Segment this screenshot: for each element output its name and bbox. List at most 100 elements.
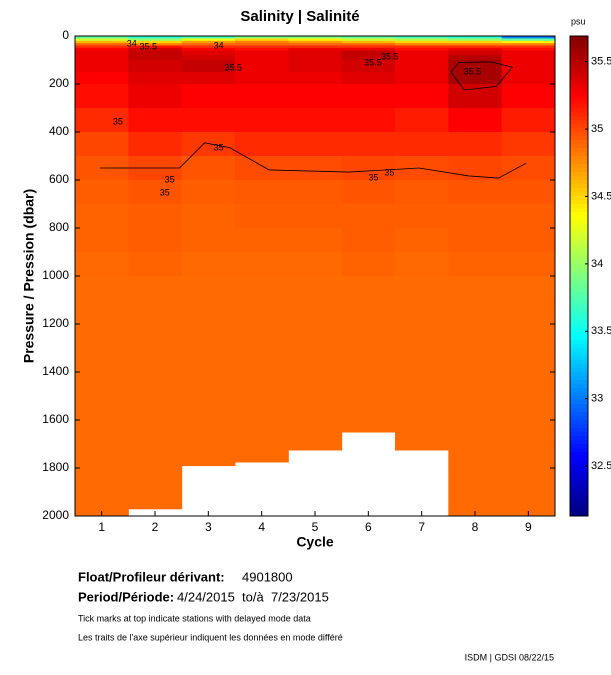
- contour-label: 35: [165, 174, 175, 184]
- cell: [288, 50, 343, 56]
- colorbar-swatch: [570, 128, 588, 133]
- cell: [235, 60, 289, 73]
- cell: [181, 40, 236, 44]
- colorbar-swatch: [570, 452, 588, 457]
- colorbar-swatch: [570, 100, 588, 105]
- cell: [395, 132, 449, 157]
- cell: [448, 55, 503, 61]
- colorbar-tick-label: 33.5: [591, 325, 611, 337]
- cell: [395, 84, 449, 109]
- cell: [181, 432, 236, 451]
- colorbar-swatch: [570, 488, 588, 493]
- cell: [448, 36, 503, 39]
- cell: [128, 84, 183, 109]
- colorbar-swatch: [570, 148, 588, 153]
- cell: [75, 36, 129, 39]
- float-id: 4901800: [242, 569, 293, 584]
- cell: [448, 43, 503, 47]
- colorbar-swatch: [570, 220, 588, 225]
- colorbar-swatch: [570, 316, 588, 321]
- colorbar-swatch: [570, 496, 588, 501]
- contour-label: 35.5: [381, 51, 399, 61]
- cell: [75, 132, 129, 157]
- colorbar-swatch: [570, 416, 588, 421]
- cell: [128, 48, 183, 51]
- cell: [448, 228, 503, 253]
- cell: [448, 252, 503, 277]
- cell: [395, 38, 449, 42]
- contour-label: 35.5: [224, 62, 242, 72]
- colorbar-swatch: [570, 512, 588, 517]
- colorbar-swatch: [570, 332, 588, 337]
- colorbar-swatch: [570, 396, 588, 401]
- cell: [235, 40, 289, 44]
- colorbar-swatch: [570, 268, 588, 273]
- colorbar-swatch: [570, 132, 588, 137]
- colorbar-swatch: [570, 280, 588, 285]
- cell: [181, 180, 236, 205]
- x-tick-label: 7: [418, 520, 425, 534]
- colorbar-swatch: [570, 72, 588, 77]
- cell: [128, 36, 183, 39]
- colorbar-swatch: [570, 348, 588, 353]
- cell: [395, 204, 449, 229]
- colorbar-swatch: [570, 428, 588, 433]
- colorbar-tick-label: 33: [591, 393, 603, 405]
- cell: [128, 204, 183, 229]
- cell: [75, 450, 129, 463]
- cell: [288, 252, 343, 277]
- x-axis-label: Cycle: [296, 534, 334, 550]
- contour-label: 35: [368, 172, 378, 182]
- cell: [75, 465, 129, 510]
- cell: [501, 450, 556, 463]
- colorbar-swatch: [570, 312, 588, 317]
- cell: [235, 84, 289, 109]
- cell: [181, 50, 236, 56]
- colorbar-swatch: [570, 144, 588, 149]
- y-tick-label: 1000: [42, 268, 69, 282]
- colorbar-swatch: [570, 168, 588, 173]
- colorbar-swatch: [570, 480, 588, 485]
- cell: [501, 462, 556, 467]
- cell: [341, 156, 396, 181]
- cell: [341, 48, 396, 51]
- y-tick-label: 1200: [42, 316, 69, 330]
- colorbar-swatch: [570, 256, 588, 261]
- colorbar-swatch: [570, 232, 588, 237]
- cell: [448, 204, 503, 229]
- cell: [128, 60, 183, 73]
- colorbar-swatch: [570, 476, 588, 481]
- cell: [288, 228, 343, 253]
- cell: [235, 432, 289, 451]
- cell: [235, 108, 289, 133]
- cell: [288, 55, 343, 61]
- colorbar-swatch: [570, 176, 588, 181]
- colorbar-swatch: [570, 156, 588, 161]
- cell: [288, 276, 343, 433]
- cell: [501, 60, 556, 73]
- cell: [288, 180, 343, 205]
- x-tick-label: 2: [152, 520, 159, 534]
- cell: [235, 132, 289, 157]
- note: Tick marks at top indicate stations with…: [78, 613, 311, 623]
- cell: [341, 55, 396, 61]
- colorbar-swatch: [570, 472, 588, 477]
- cell: [341, 50, 396, 56]
- cell: [128, 72, 183, 85]
- x-tick-label: 9: [525, 520, 532, 534]
- colorbar-tick-label: 34.5: [591, 190, 611, 202]
- cell: [395, 228, 449, 253]
- colorbar-swatch: [570, 208, 588, 213]
- cell: [181, 36, 236, 39]
- colorbar-swatch: [570, 492, 588, 497]
- cell: [128, 45, 183, 49]
- cell: [75, 432, 129, 451]
- contour-label: 35: [214, 142, 224, 152]
- colorbar-swatch: [570, 48, 588, 53]
- cell: [128, 228, 183, 253]
- cell: [181, 84, 236, 109]
- y-tick-label: 1800: [42, 460, 69, 474]
- colorbar-swatch: [570, 420, 588, 425]
- cell: [501, 38, 556, 42]
- y-tick-label: 400: [49, 124, 69, 138]
